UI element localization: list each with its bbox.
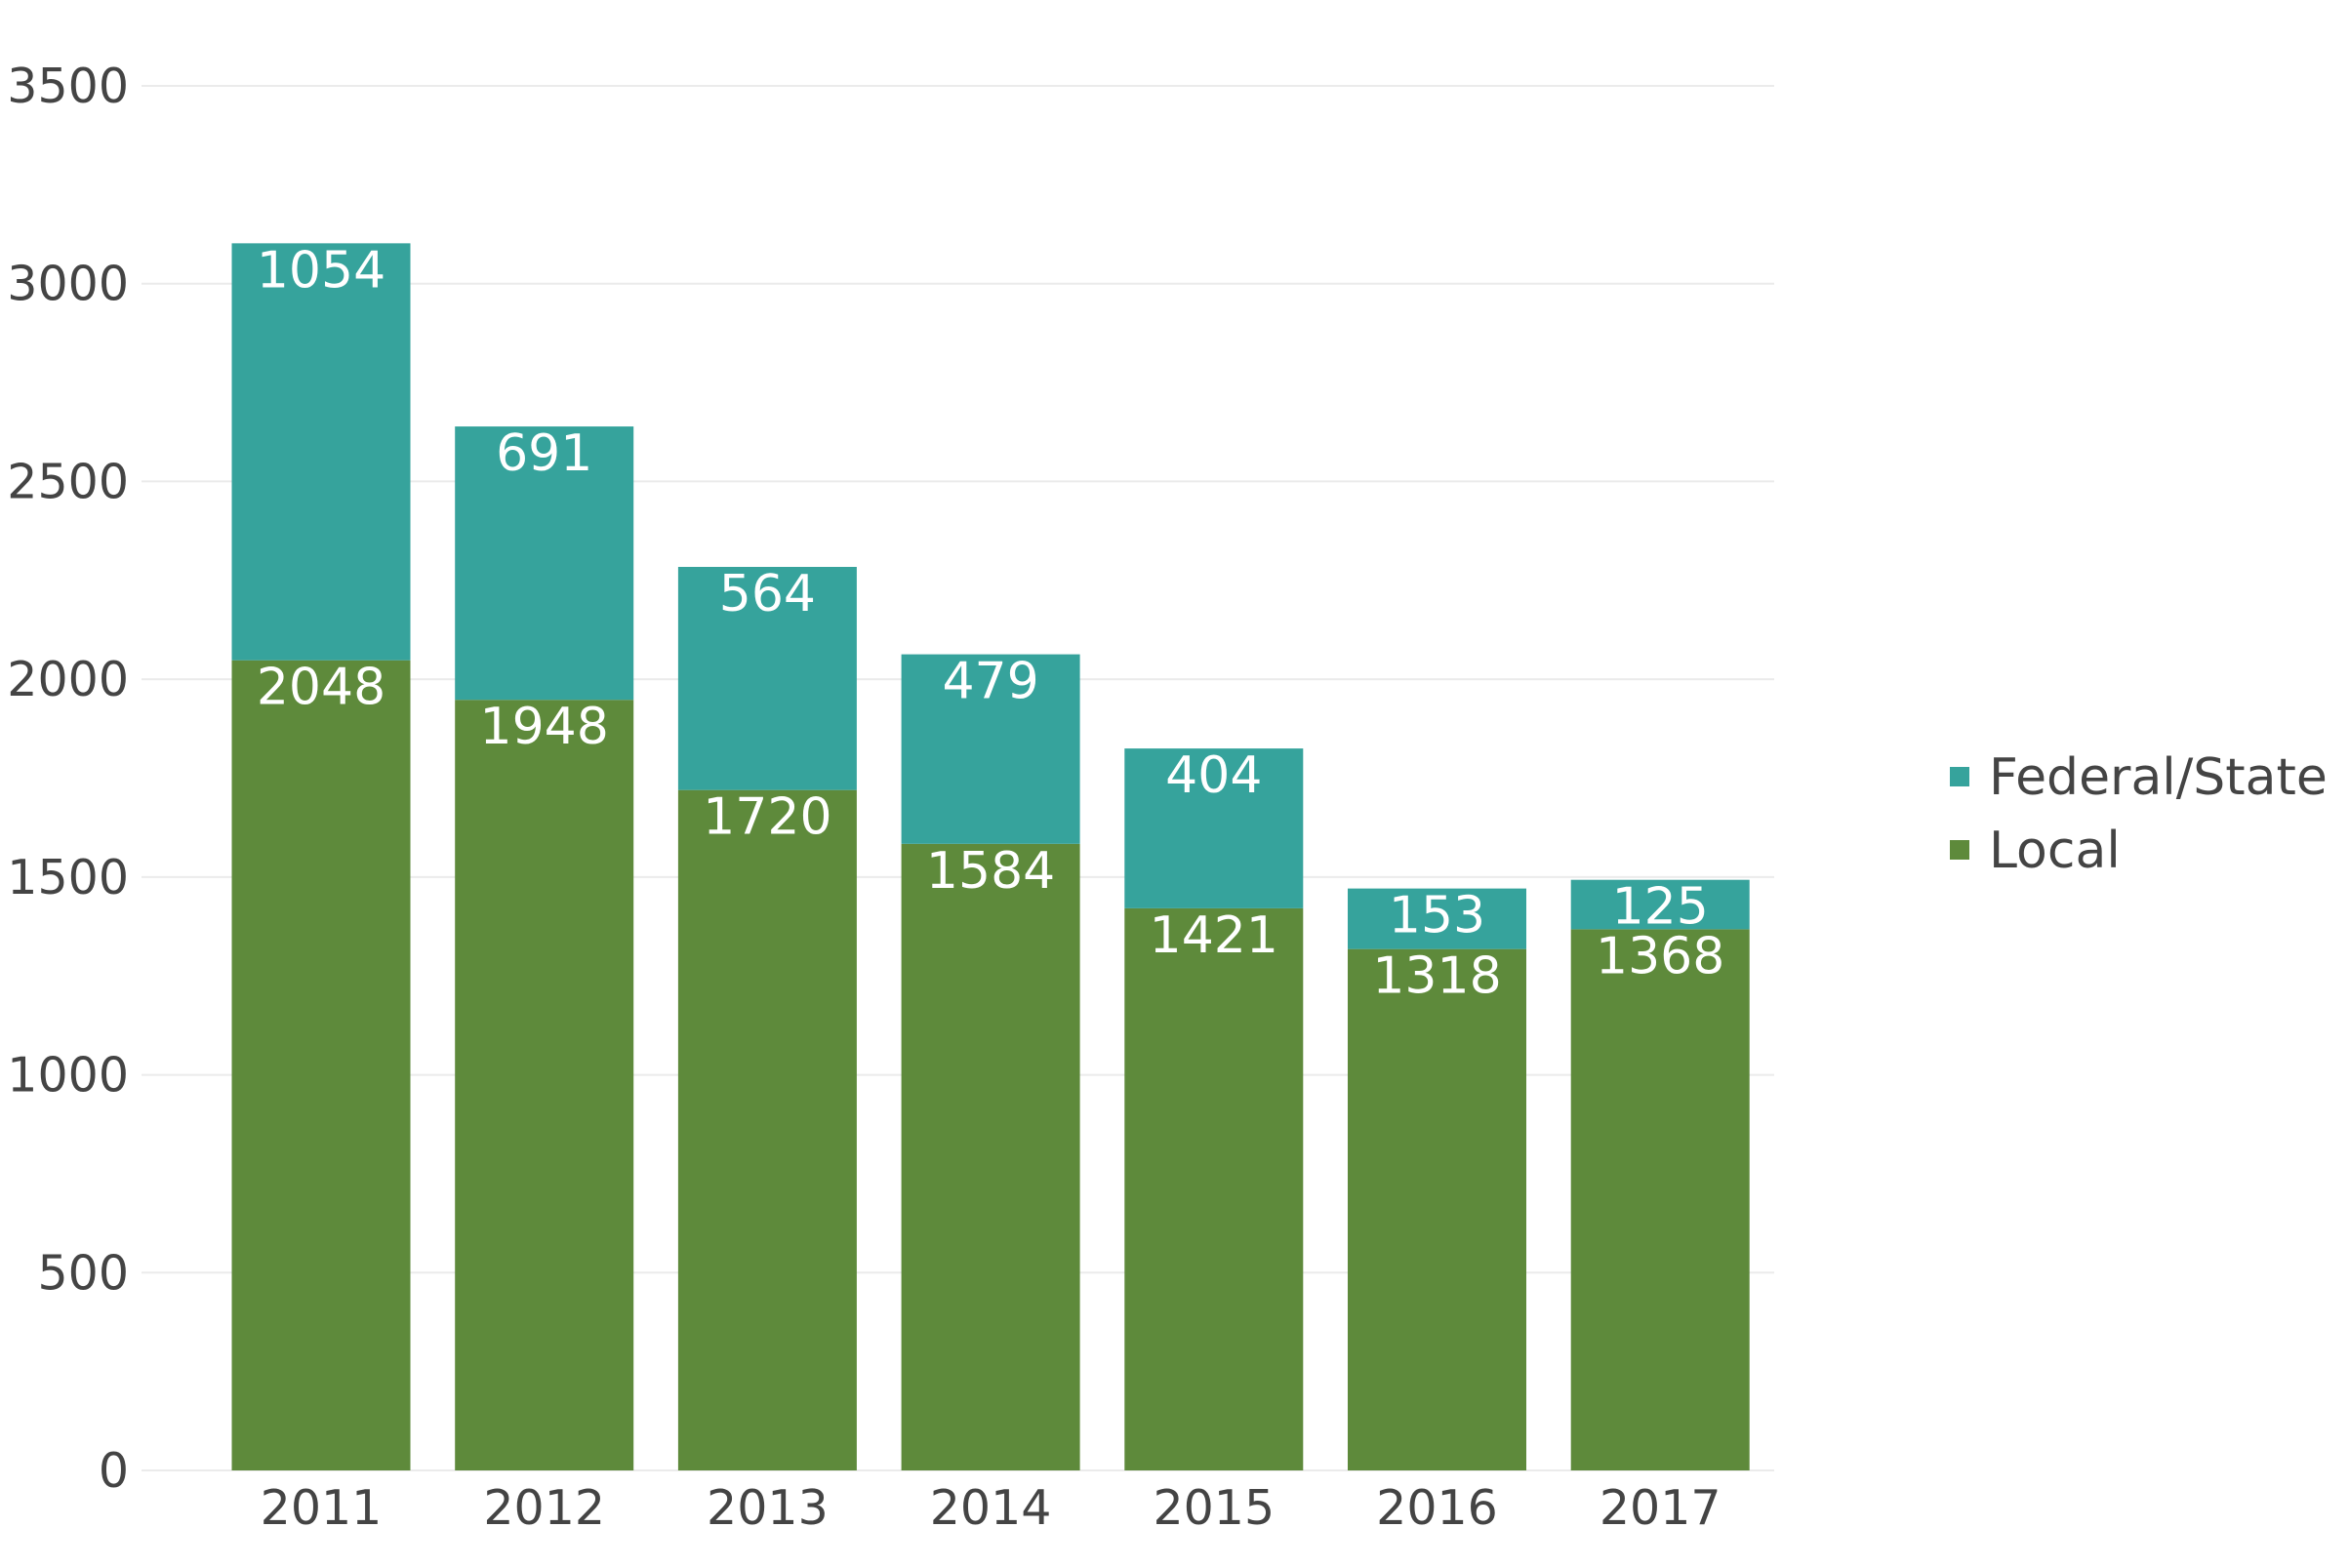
data-label-federal-state-2017: 125 bbox=[1612, 878, 1709, 937]
x-tick-label-2017: 2017 bbox=[1600, 1480, 1721, 1536]
legend: Federal/State Local bbox=[1950, 748, 2328, 880]
y-tick-label: 500 bbox=[37, 1245, 129, 1301]
bar-local-2011[interactable] bbox=[231, 660, 411, 1470]
data-label-local-2016: 1318 bbox=[1372, 947, 1501, 1006]
x-tick-label-2012: 2012 bbox=[483, 1480, 605, 1536]
bar-local-2017[interactable] bbox=[1570, 929, 1750, 1470]
bar-local-2012[interactable] bbox=[455, 700, 634, 1470]
legend-label-local: Local bbox=[1989, 822, 2121, 880]
bar-local-2016[interactable] bbox=[1348, 948, 1526, 1470]
bar-local-2015[interactable] bbox=[1124, 907, 1304, 1470]
bar-federal-state-2011[interactable] bbox=[231, 243, 411, 661]
data-label-local-2012: 1948 bbox=[480, 698, 609, 756]
y-tick-label: 2500 bbox=[7, 454, 129, 509]
data-label-local-2011: 2048 bbox=[257, 659, 385, 717]
y-tick-label: 0 bbox=[99, 1443, 129, 1499]
y-tick-label: 1000 bbox=[7, 1048, 129, 1104]
data-label-federal-state-2013: 564 bbox=[719, 565, 816, 623]
bar-labels: 2048 1054 1948 691 1720 564 1584 479 1421 404 1318… bbox=[257, 241, 1725, 1005]
y-tick-label: 1500 bbox=[7, 850, 129, 905]
x-tick-label-2014: 2014 bbox=[930, 1480, 1052, 1536]
bar-federal-state-2014[interactable] bbox=[901, 654, 1080, 844]
y-tick-label: 3500 bbox=[7, 59, 129, 114]
data-label-federal-state-2016: 153 bbox=[1389, 887, 1485, 945]
bar-local-2014[interactable] bbox=[901, 843, 1080, 1470]
data-label-local-2014: 1584 bbox=[926, 842, 1055, 901]
legend-swatch-local bbox=[1950, 840, 1969, 860]
data-label-local-2013: 1720 bbox=[703, 788, 831, 847]
data-label-federal-state-2014: 479 bbox=[942, 653, 1038, 711]
bar-federal-state-2016[interactable] bbox=[1348, 888, 1526, 949]
x-tick-label-2015: 2015 bbox=[1153, 1480, 1275, 1536]
x-tick-label-2011: 2011 bbox=[261, 1480, 383, 1536]
x-tick-label-2016: 2016 bbox=[1376, 1480, 1498, 1536]
axes: 0 500 1000 1500 2000 2500 3000 3500 2011 2012 2013… bbox=[7, 59, 1721, 1536]
bar-federal-state-2013[interactable] bbox=[677, 567, 857, 790]
data-label-federal-state-2012: 691 bbox=[496, 424, 592, 483]
data-label-federal-state-2015: 404 bbox=[1165, 746, 1262, 805]
y-tick-label: 3000 bbox=[7, 257, 129, 312]
legend-label-federal-state: Federal/State bbox=[1989, 748, 2328, 807]
bar-federal-state-2017[interactable] bbox=[1570, 879, 1750, 930]
y-tick-label: 2000 bbox=[7, 652, 129, 707]
legend-swatch-federal-state bbox=[1950, 767, 1969, 786]
data-label-local-2015: 1421 bbox=[1150, 906, 1278, 965]
data-label-federal-state-2011: 1054 bbox=[257, 241, 385, 300]
bar-federal-state-2015[interactable] bbox=[1124, 748, 1304, 908]
bars bbox=[231, 243, 1750, 1470]
data-label-local-2017: 1368 bbox=[1596, 927, 1724, 985]
bar-local-2013[interactable] bbox=[677, 789, 857, 1470]
x-tick-label-2013: 2013 bbox=[707, 1480, 829, 1536]
bar-federal-state-2012[interactable] bbox=[455, 426, 634, 701]
